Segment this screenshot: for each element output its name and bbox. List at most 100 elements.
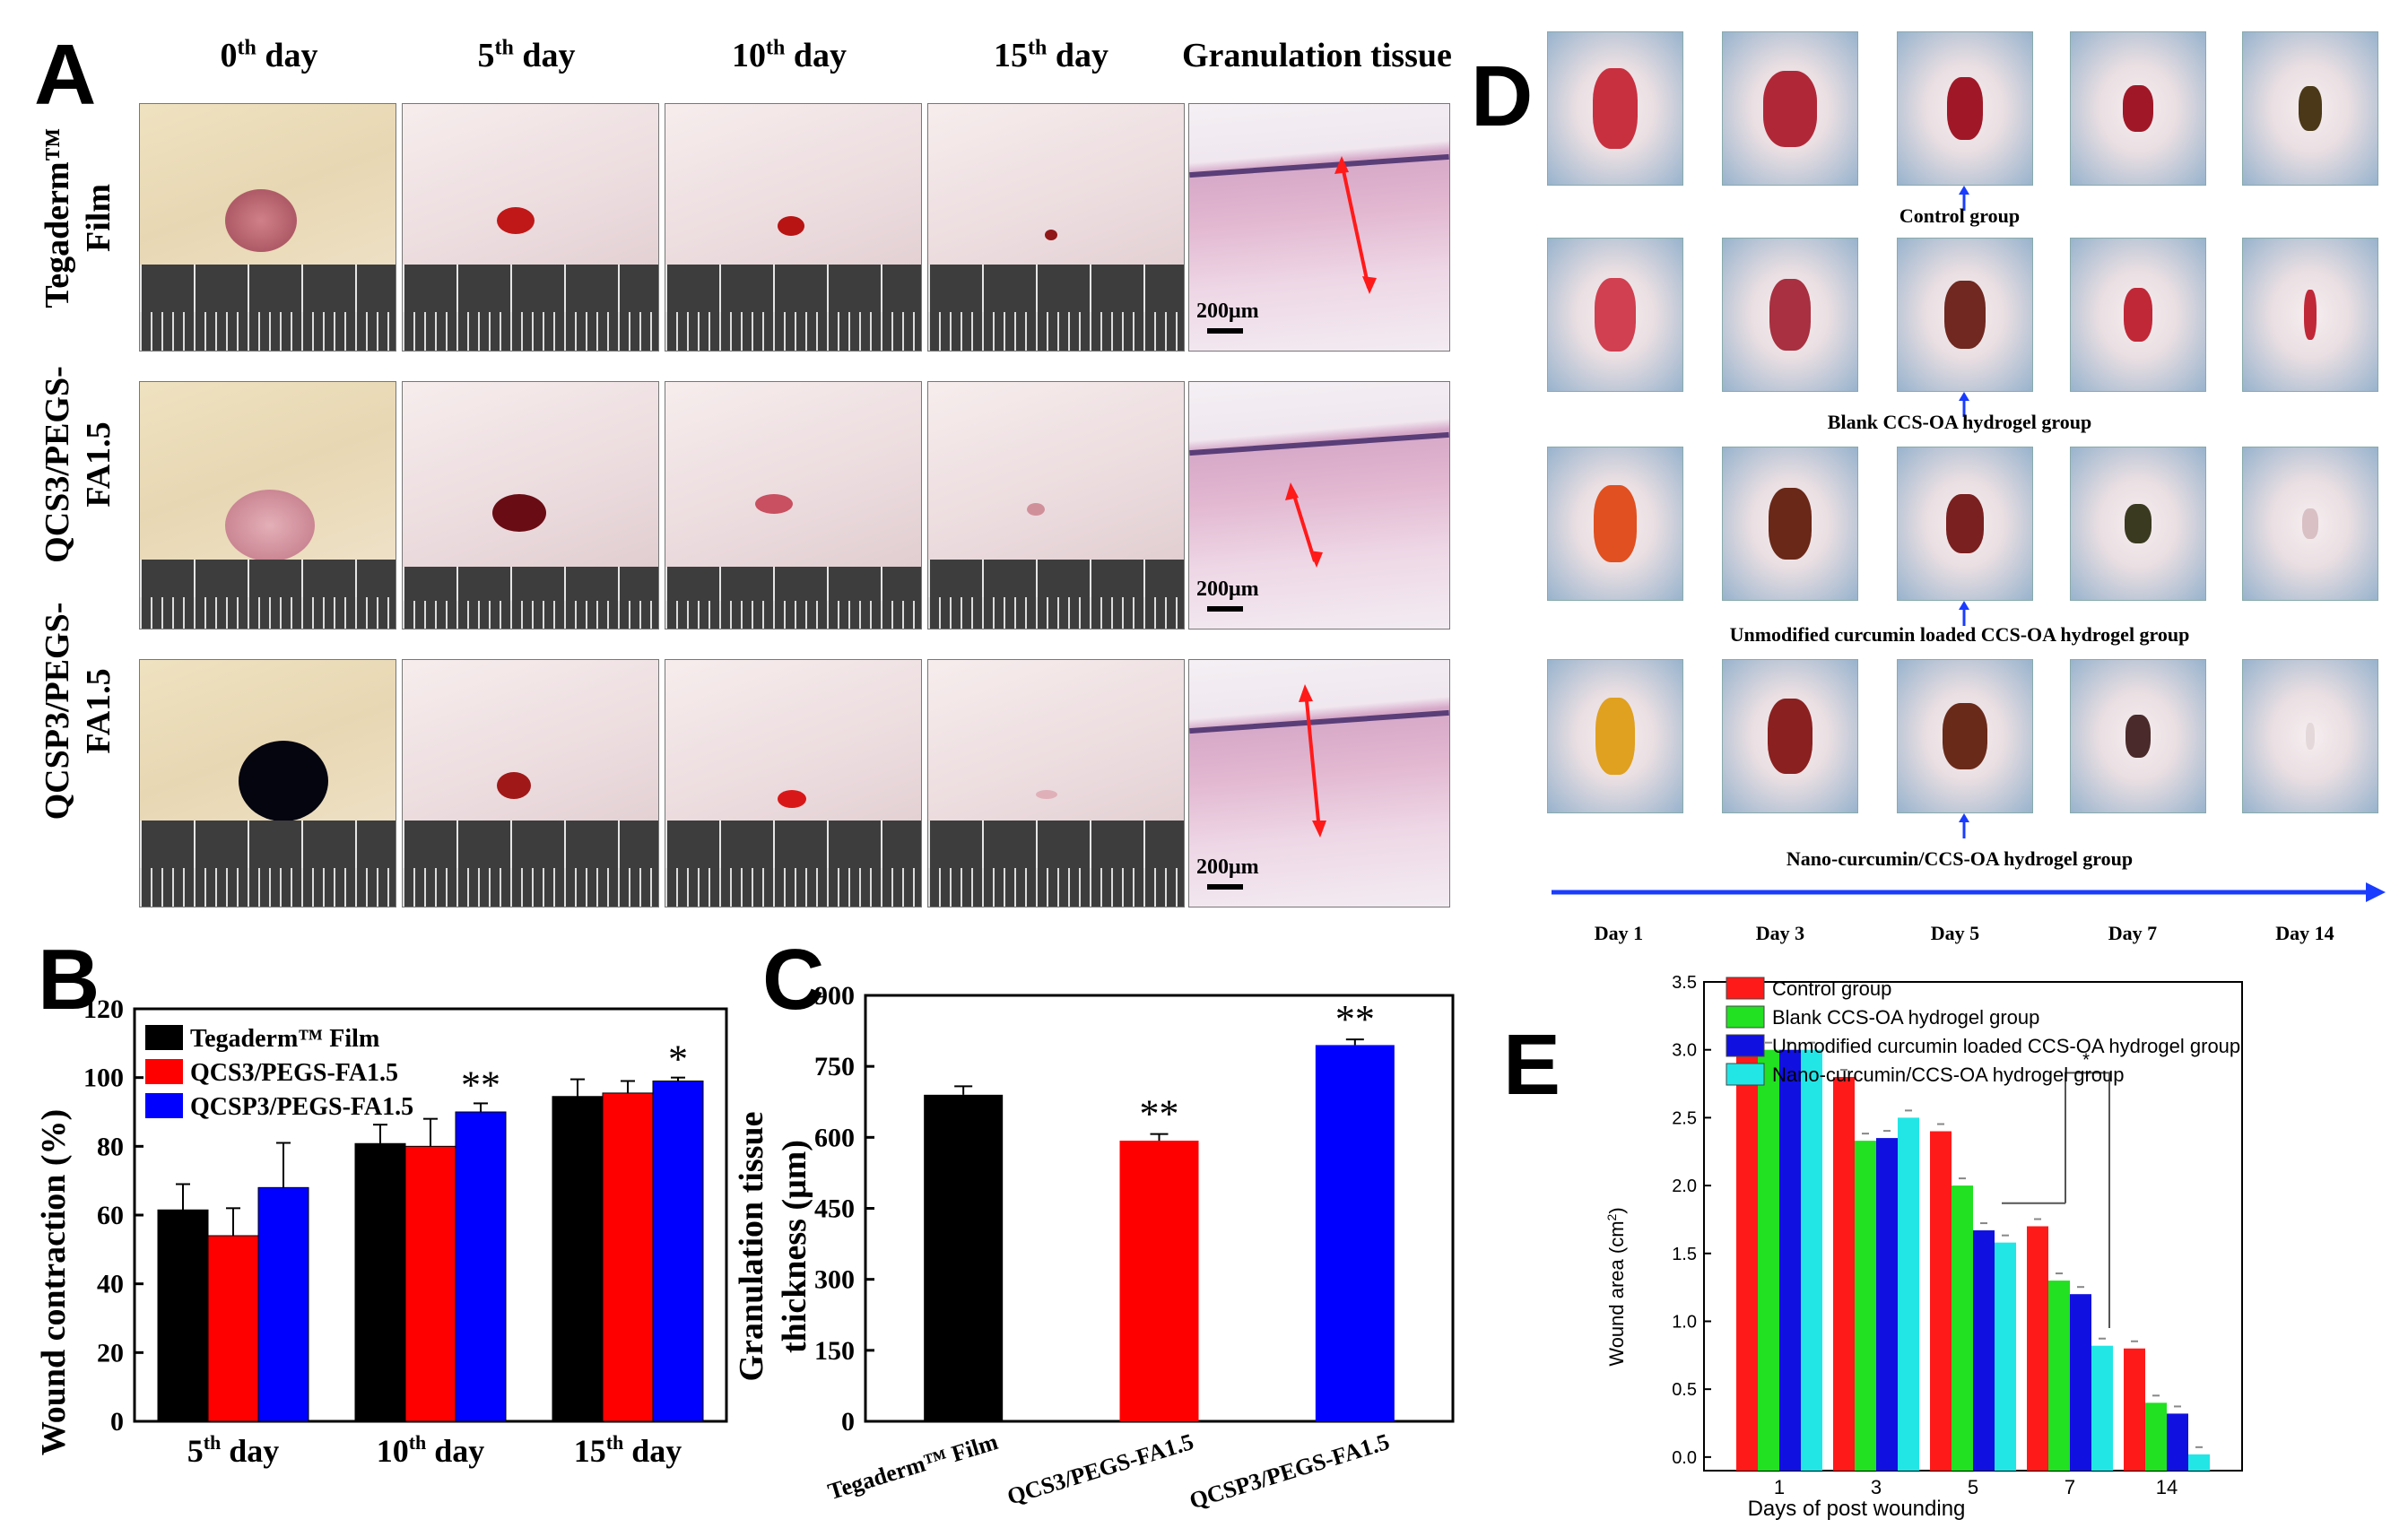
- wound-photo: [1722, 447, 1858, 601]
- wound-photo: [2242, 238, 2378, 392]
- photo-qcsp3-day-0: [139, 659, 396, 907]
- significance-label: *: [2082, 1050, 2090, 1070]
- bar: [2188, 1454, 2210, 1471]
- legend-label: Nano-curcumin/CCS-OA hydrogel group: [1772, 1064, 2125, 1086]
- significance-bracket: [2065, 1072, 2110, 1329]
- bar: [2048, 1281, 2070, 1471]
- scale-bar: [1207, 606, 1243, 612]
- x-tick-label: 10th day: [377, 1431, 485, 1469]
- y-tick-label: 300: [814, 1265, 855, 1295]
- wound: [1768, 699, 1813, 774]
- ruler: [403, 567, 658, 629]
- legend: Control group Blank CCS-OA hydrogel group…: [1726, 977, 2240, 1086]
- wound-photo: [2242, 659, 2378, 813]
- chart-wound-area: 0.0 0.5 1.0 1.5 2.0 2.5 3.0 3.5 1 3 5 7 14 * Control…: [1604, 973, 2243, 1521]
- x-axis-label: Days of post wounding: [1748, 1497, 1966, 1521]
- axes: 0 20 40 60 80 100 120 5th day 10th day 15th day: [83, 994, 728, 1469]
- bar: [552, 1096, 604, 1422]
- bar: [2124, 1348, 2145, 1471]
- histology-qcs3: 200μm: [1188, 381, 1450, 630]
- bar: [257, 1186, 309, 1422]
- y-tick-label: 2.5: [1672, 1108, 1697, 1128]
- bar: [1973, 1230, 1995, 1471]
- legend-swatch: [1726, 1063, 1765, 1086]
- bar: [1898, 1117, 1919, 1471]
- bar: [1952, 1185, 1973, 1471]
- scale-label: 200μm: [1196, 300, 1259, 323]
- wound: [778, 216, 804, 236]
- y-tick-label: 2.0: [1672, 1177, 1697, 1196]
- wound-photo: [2070, 238, 2206, 392]
- wound: [2123, 85, 2153, 132]
- photo-tegaderm-day-5: [402, 103, 659, 352]
- timeline-arrow: [1552, 882, 2386, 902]
- col-header-day-5: 5th day: [477, 36, 576, 74]
- significance-label: **: [1335, 997, 1375, 1041]
- bar: [404, 1145, 456, 1422]
- bar: [2070, 1294, 2091, 1471]
- wound-photo: [1547, 31, 1683, 186]
- arrow-up-icon: [1959, 601, 1969, 626]
- legend-label: QCSP3/PEGS-FA1.5: [190, 1093, 413, 1121]
- bar: [1930, 1131, 1952, 1471]
- y-tick-label: 1.5: [1672, 1245, 1697, 1264]
- bar: [2027, 1226, 2048, 1471]
- panel-b-letter: B: [38, 932, 100, 1028]
- col-header-granulation: Granulation tissue: [1182, 37, 1452, 74]
- x-tick-label: QCSP3/PEGS-FA1.5: [1187, 1428, 1393, 1514]
- chart-granulation-thickness: 0 150 300 450 600 750 900 Tegaderm™ Film QCS3/PE…: [733, 981, 1455, 1514]
- row-header-tegaderm: Tegaderm™ Film: [39, 127, 117, 308]
- ruler: [665, 567, 921, 629]
- y-axis-label: Wound area (cm2): [1604, 1207, 1628, 1366]
- bar: [1876, 1138, 1898, 1471]
- wound: [778, 790, 806, 808]
- legend-swatch: [1726, 977, 1765, 1000]
- photo-qcs3-day-5: [402, 381, 659, 630]
- photo-tegaderm-day-0: [139, 103, 396, 352]
- y-tick-label: 750: [814, 1052, 855, 1081]
- chart-wound-contraction: 0 20 40 60 80 100 120 5th day 10th day 15th day *…: [35, 994, 728, 1469]
- scale-bar: [1207, 884, 1243, 890]
- thickness-arrow: [1285, 482, 1323, 568]
- ruler: [140, 560, 396, 629]
- bar: [1995, 1242, 2016, 1471]
- x-tick-label: 3: [1871, 1476, 1882, 1498]
- wound-photo: [1722, 238, 1858, 392]
- x-tick-label: 15th day: [574, 1431, 682, 1469]
- legend-swatch: [145, 1093, 183, 1118]
- wound: [1595, 698, 1635, 775]
- wound: [1947, 77, 1983, 140]
- photo-qcsp3-day-10: [665, 659, 922, 907]
- wound-photo: [1547, 238, 1683, 392]
- arrow-up-icon: [1959, 392, 1969, 417]
- bar: [1855, 1141, 1876, 1471]
- significance-label: *: [668, 1038, 688, 1081]
- group-label-control: Control group: [1899, 204, 2021, 227]
- y-axis-label: Wound contraction (%): [35, 1109, 73, 1455]
- y-tick-label: 900: [814, 981, 855, 1011]
- legend-label: Control group: [1772, 977, 1891, 1000]
- x-tick-label: QCS3/PEGS-FA1.5: [1004, 1428, 1197, 1510]
- bar: [1736, 1049, 1758, 1471]
- group-label-unmodified: Unmodified curcumin loaded CCS-OA hydrog…: [1729, 623, 2190, 646]
- y-tick-label: 80: [97, 1132, 124, 1161]
- bar: [924, 1094, 1004, 1421]
- arrow-up-icon: [1959, 186, 1969, 211]
- photo-qcs3-day-10: [665, 381, 922, 630]
- ruler: [928, 560, 1184, 629]
- ruler: [140, 264, 396, 351]
- wound-photo: [1897, 447, 2033, 601]
- legend-label: Tegaderm™ Film: [190, 1025, 379, 1053]
- day-label-3: Day 3: [1755, 922, 1805, 944]
- bars: ***: [157, 1038, 704, 1422]
- photo-tegaderm-day-10: [665, 103, 922, 352]
- scale-label: 200μm: [1196, 577, 1259, 601]
- wound: [2124, 288, 2152, 342]
- y-tick-label: 3.0: [1672, 1041, 1697, 1061]
- x-tick-label: 5th day: [187, 1431, 280, 1469]
- bar: [2091, 1345, 2113, 1471]
- wound: [1946, 494, 1984, 553]
- axes: 0.0 0.5 1.0 1.5 2.0 2.5 3.0 3.5 1 3 5 7 14: [1672, 973, 2243, 1498]
- row-header-qcs3: QCS3/PEGS- FA1.5: [39, 366, 117, 563]
- bar: [652, 1081, 704, 1422]
